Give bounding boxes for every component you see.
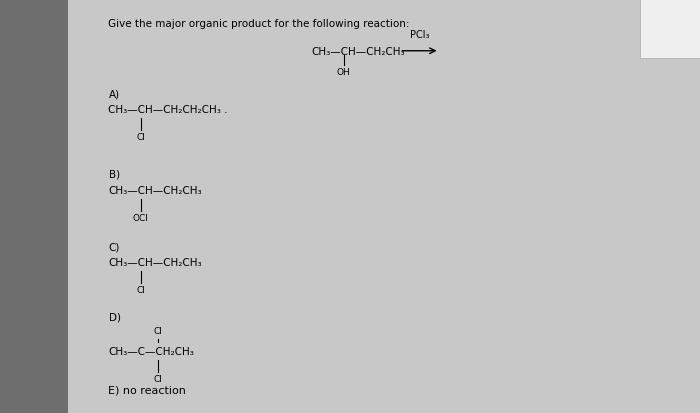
Text: D): D) [108, 312, 120, 322]
Text: OH: OH [337, 68, 351, 76]
Text: Give the major organic product for the following reaction:: Give the major organic product for the f… [108, 19, 410, 28]
Text: B): B) [108, 169, 120, 179]
Text: Cl: Cl [136, 133, 145, 142]
Text: PCl₃: PCl₃ [410, 30, 429, 40]
Bar [640, 0, 700, 59]
Text: CH₃—CH—CH₂CH₂CH₃ .: CH₃—CH—CH₂CH₂CH₃ . [108, 105, 228, 115]
Text: CH₃—CH—CH₂CH₃: CH₃—CH—CH₂CH₃ [108, 258, 202, 268]
Text: CH₃—C—CH₂CH₃: CH₃—C—CH₂CH₃ [108, 346, 195, 356]
Text: A): A) [108, 89, 120, 99]
Text: Cl: Cl [153, 374, 162, 382]
Text: C): C) [108, 242, 120, 252]
Text: OCl: OCl [132, 213, 148, 222]
Text: Cl: Cl [136, 285, 145, 294]
Bar [0, 0, 68, 413]
Text: Cl: Cl [153, 326, 162, 335]
Text: E) no reaction: E) no reaction [108, 385, 186, 395]
Text: CH₃—CH—CH₂CH₃: CH₃—CH—CH₂CH₃ [108, 185, 202, 195]
Text: CH₃—CH—CH₂CH₃: CH₃—CH—CH₂CH₃ [312, 47, 405, 57]
